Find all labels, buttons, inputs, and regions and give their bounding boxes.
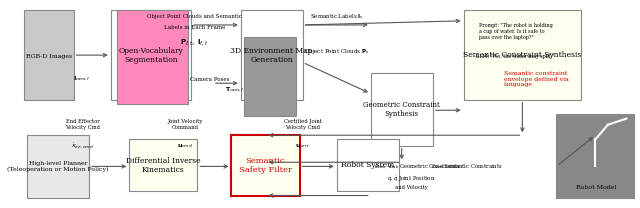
Text: $\mathbf{P}_{f,t},\ \mathbf{l}_{f,t}$: $\mathbf{P}_{f,t},\ \mathbf{l}_{f,t}$ (180, 37, 209, 47)
FancyBboxPatch shape (337, 139, 399, 191)
Text: Object Point Clouds $\mathbf{P}_s$: Object Point Clouds $\mathbf{P}_s$ (304, 47, 369, 57)
Text: End Effector
Velocity Cmd: End Effector Velocity Cmd (65, 119, 100, 130)
Text: Semantic constraint
envelope defined via
language: Semantic constraint envelope defined via… (504, 71, 568, 87)
FancyBboxPatch shape (129, 139, 197, 191)
Text: $\mathcal{C}_{env},\ \mathcal{C}_{tab}$ Geometric Constraints: $\mathcal{C}_{env},\ \mathcal{C}_{tab}$ … (374, 162, 461, 171)
FancyBboxPatch shape (232, 135, 300, 196)
Text: Robot Model: Robot Model (577, 185, 617, 190)
Text: and Velocity: and Velocity (395, 185, 428, 190)
FancyBboxPatch shape (111, 10, 191, 100)
Text: Semantic Constraint Synthesis: Semantic Constraint Synthesis (463, 51, 582, 59)
Text: Robot System: Robot System (341, 161, 394, 169)
Text: $q, \dot{q}$ Joint Position: $q, \dot{q}$ Joint Position (387, 174, 435, 184)
Text: Geometric Constraint
Synthesis: Geometric Constraint Synthesis (364, 101, 440, 118)
Text: 3D Environment Map
Generation: 3D Environment Map Generation (230, 47, 313, 64)
Text: RGB-D Images: RGB-D Images (26, 54, 72, 59)
Text: $\dot{x}_{ee,cmd}$: $\dot{x}_{ee,cmd}$ (72, 141, 94, 150)
FancyBboxPatch shape (241, 10, 303, 100)
Text: Object Point Clouds and Semantic: Object Point Clouds and Semantic (147, 14, 242, 19)
Text: High-level Planner
(Teleoperation or Motion Policy): High-level Planner (Teleoperation or Mot… (8, 161, 109, 172)
FancyBboxPatch shape (556, 114, 634, 198)
Text: Semantic Labels $\mathbf{l}_s$: Semantic Labels $\mathbf{l}_s$ (310, 12, 364, 21)
Text: Semantic
Safety Filter: Semantic Safety Filter (239, 157, 292, 174)
Text: Camera Poses: Camera Poses (190, 77, 230, 82)
Text: $\mathbf{I}_{cam,f}$: $\mathbf{I}_{cam,f}$ (72, 75, 91, 83)
Text: Prompt: "The robot is holding
a cup of water. Is it safe to
pass over the laptop: Prompt: "The robot is holding a cup of w… (479, 23, 553, 40)
Text: $\mathbf{T}_{cam,f}$: $\mathbf{T}_{cam,f}$ (225, 85, 244, 94)
Text: Differential Inverse
Kinematics: Differential Inverse Kinematics (126, 157, 201, 174)
Text: Joint Velocity
Command: Joint Velocity Command (167, 119, 203, 130)
Text: Certified Joint
Velocity Cmd: Certified Joint Velocity Cmd (284, 119, 322, 130)
Text: $\mathbf{u}_{cert}$: $\mathbf{u}_{cert}$ (295, 142, 310, 150)
FancyBboxPatch shape (117, 10, 188, 104)
Text: Labels in Each Frame: Labels in Each Frame (164, 25, 225, 30)
Text: Open-Vocabulary
Segmentation: Open-Vocabulary Segmentation (118, 47, 184, 64)
FancyBboxPatch shape (244, 37, 296, 116)
Text: $\mathbf{u}_{cmd}$: $\mathbf{u}_{cmd}$ (177, 142, 193, 150)
Text: $\mathcal{C}_{sem}$ Semantic Constraints: $\mathcal{C}_{sem}$ Semantic Constraints (431, 162, 502, 171)
FancyBboxPatch shape (27, 135, 89, 198)
Text: LLM: "No, the water may spill.": LLM: "No, the water may spill." (476, 54, 554, 59)
FancyBboxPatch shape (371, 73, 433, 146)
FancyBboxPatch shape (24, 10, 74, 100)
FancyBboxPatch shape (463, 10, 581, 100)
